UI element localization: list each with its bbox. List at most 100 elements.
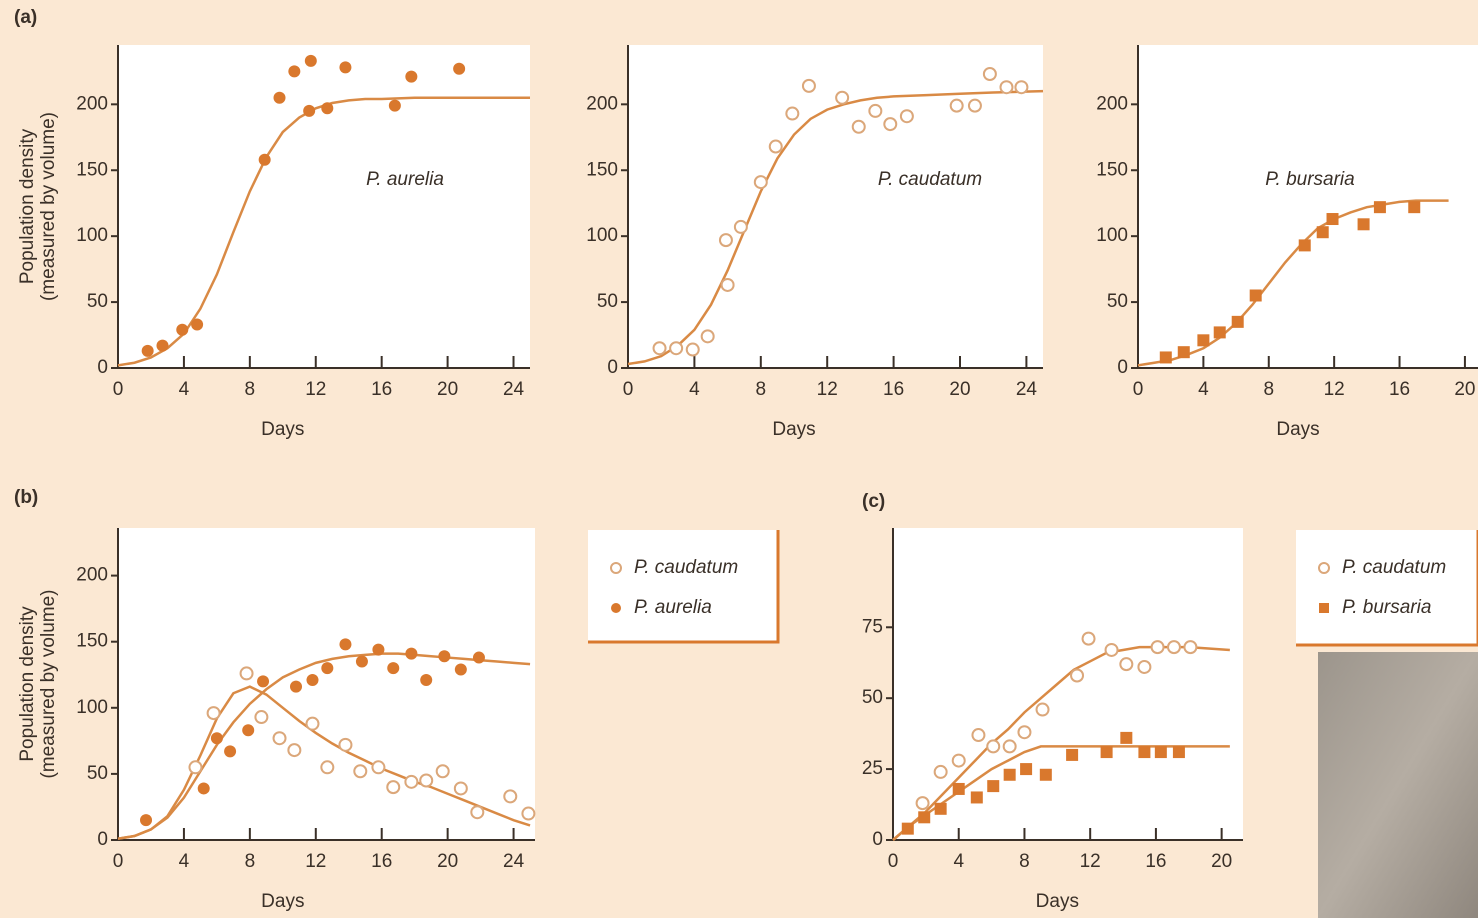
y-tick-label: 150 xyxy=(76,159,108,180)
point xyxy=(303,104,316,117)
y-tick-label: 150 xyxy=(586,159,618,180)
x-tick-label: 16 xyxy=(883,379,904,400)
point xyxy=(287,743,302,758)
point xyxy=(1249,289,1262,302)
point xyxy=(521,806,536,821)
point xyxy=(224,745,237,758)
point xyxy=(1408,201,1421,214)
y-tick-label: 50 xyxy=(862,687,883,708)
point xyxy=(290,680,303,693)
x-axis-label: Days xyxy=(1036,891,1079,912)
y-tick-label: 200 xyxy=(76,565,108,586)
point xyxy=(1039,768,1052,781)
point xyxy=(353,764,368,779)
point xyxy=(257,675,270,688)
point xyxy=(999,80,1014,95)
y-tick-label: 100 xyxy=(1096,225,1128,246)
point xyxy=(503,789,518,804)
point xyxy=(419,773,434,788)
point xyxy=(951,753,966,768)
fit-line xyxy=(117,652,531,840)
point xyxy=(982,67,997,82)
series-label: P. caudatum xyxy=(878,169,982,190)
point xyxy=(254,710,269,725)
x-tick-label: 8 xyxy=(245,851,256,872)
x-tick-label: 12 xyxy=(817,379,838,400)
x-axis-label: Days xyxy=(261,419,304,440)
plot-area xyxy=(118,45,530,368)
point xyxy=(140,814,153,827)
x-tick-label: 8 xyxy=(1019,851,1030,872)
photo xyxy=(1318,652,1478,918)
x-tick-label: 4 xyxy=(179,379,190,400)
point xyxy=(387,662,400,675)
point xyxy=(242,724,255,737)
point xyxy=(1326,213,1339,226)
point xyxy=(1213,326,1226,339)
point xyxy=(901,822,914,835)
x-tick-label: 0 xyxy=(888,851,899,872)
point xyxy=(321,662,334,675)
y-tick-label: 100 xyxy=(586,225,618,246)
point xyxy=(733,219,748,234)
point xyxy=(971,728,986,743)
point xyxy=(305,716,320,731)
point xyxy=(420,674,433,687)
point xyxy=(1003,768,1016,781)
legend-box xyxy=(1296,530,1478,645)
point xyxy=(188,760,203,775)
legend-border xyxy=(1296,530,1478,647)
point xyxy=(700,329,715,344)
point xyxy=(1020,763,1033,776)
point xyxy=(1373,201,1386,214)
x-tick-label: 0 xyxy=(113,379,124,400)
point xyxy=(405,70,418,83)
point xyxy=(304,54,317,67)
x-axis-label: Days xyxy=(1276,419,1319,440)
point xyxy=(339,638,352,651)
point xyxy=(472,651,485,664)
y-tick-label: 0 xyxy=(97,357,108,378)
point xyxy=(753,175,768,190)
point xyxy=(1070,668,1085,683)
x-tick-label: 4 xyxy=(689,379,700,400)
point xyxy=(1120,731,1133,744)
point xyxy=(1138,746,1151,759)
y-tick-label: 0 xyxy=(1117,357,1128,378)
legend-label: P. aurelia xyxy=(634,597,712,618)
x-tick-label: 8 xyxy=(1263,379,1274,400)
point xyxy=(1172,746,1185,759)
point xyxy=(986,739,1001,754)
point xyxy=(339,61,352,74)
x-tick-label: 16 xyxy=(371,851,392,872)
x-tick-label: 20 xyxy=(1211,851,1232,872)
point xyxy=(1197,334,1210,347)
point xyxy=(453,62,466,75)
legend-box xyxy=(588,530,778,642)
point xyxy=(949,98,964,113)
point xyxy=(1357,218,1370,231)
point xyxy=(933,764,948,779)
series-label: P. bursaria xyxy=(1265,169,1354,190)
point xyxy=(720,277,735,292)
point xyxy=(868,103,883,118)
point xyxy=(1017,725,1032,740)
fit-line xyxy=(892,645,1230,841)
point xyxy=(952,782,965,795)
y-tick-label: 0 xyxy=(97,829,108,850)
point xyxy=(258,153,271,166)
x-tick-label: 8 xyxy=(245,379,256,400)
y-tick-label: 150 xyxy=(76,631,108,652)
point xyxy=(899,109,914,124)
point xyxy=(1154,746,1167,759)
point xyxy=(372,643,385,656)
point xyxy=(404,774,419,789)
point xyxy=(1119,657,1134,672)
point xyxy=(970,791,983,804)
point xyxy=(883,117,898,132)
legend-label: P. bursaria xyxy=(1342,597,1431,618)
point xyxy=(1177,346,1190,359)
point xyxy=(987,780,1000,793)
x-tick-label: 0 xyxy=(623,379,634,400)
